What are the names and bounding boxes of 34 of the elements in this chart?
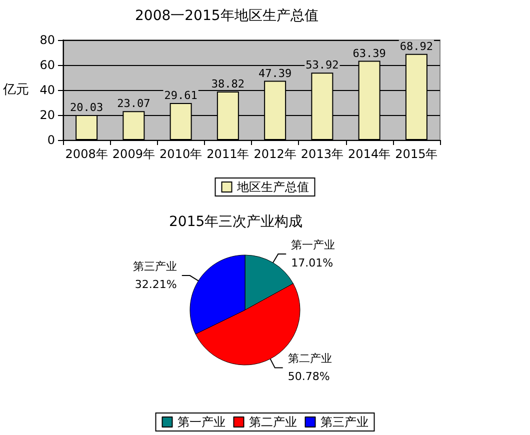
x-tick-label: 2010年 <box>160 147 202 161</box>
chart-title: 2015年三次产业构成 <box>169 214 303 230</box>
data-label: 20.03 <box>70 100 104 114</box>
y-tick-label: 0 <box>47 133 55 147</box>
data-label: 63.39 <box>352 46 386 60</box>
data-label: 32.21% <box>134 278 177 292</box>
data-label: 23.07 <box>117 97 150 110</box>
data-label: 29.61 <box>164 88 198 102</box>
y-tick-label: 20 <box>40 108 55 122</box>
data-label: 53.92 <box>306 58 339 72</box>
y-tick-label: 40 <box>40 83 55 97</box>
x-tick-label: 2012年 <box>254 147 296 161</box>
y-axis-title: 亿元 <box>2 82 29 98</box>
data-label: 17.01% <box>291 256 334 270</box>
x-tick-label: 2009年 <box>112 147 155 161</box>
x-tick-label: 2008年 <box>65 147 108 161</box>
x-tick-label: 2013年 <box>300 147 344 161</box>
y-tick-label: 80 <box>40 33 55 47</box>
x-tick-label: 2014年 <box>348 147 391 161</box>
data-label: 68.92 <box>400 40 433 53</box>
data-label: 38.82 <box>211 77 244 90</box>
slice-label: 第一产业 <box>291 238 336 252</box>
legend-label: 第二产业 <box>248 415 297 429</box>
y-tick-label: 60 <box>40 58 55 72</box>
legend-label: 地区生产总值 <box>236 180 309 194</box>
x-tick-label: 2015年 <box>395 147 438 161</box>
data-label: 50.78% <box>288 370 330 384</box>
slice-label: 第三产业 <box>132 260 177 274</box>
legend-label: 第三产业 <box>320 415 368 429</box>
slice-label: 第二产业 <box>288 352 332 366</box>
chart-title: 2008一2015年地区生产总值 <box>135 8 318 24</box>
legend-label: 第一产业 <box>177 415 226 429</box>
x-tick-label: 2011年 <box>206 147 250 161</box>
data-label: 47.39 <box>258 66 292 80</box>
